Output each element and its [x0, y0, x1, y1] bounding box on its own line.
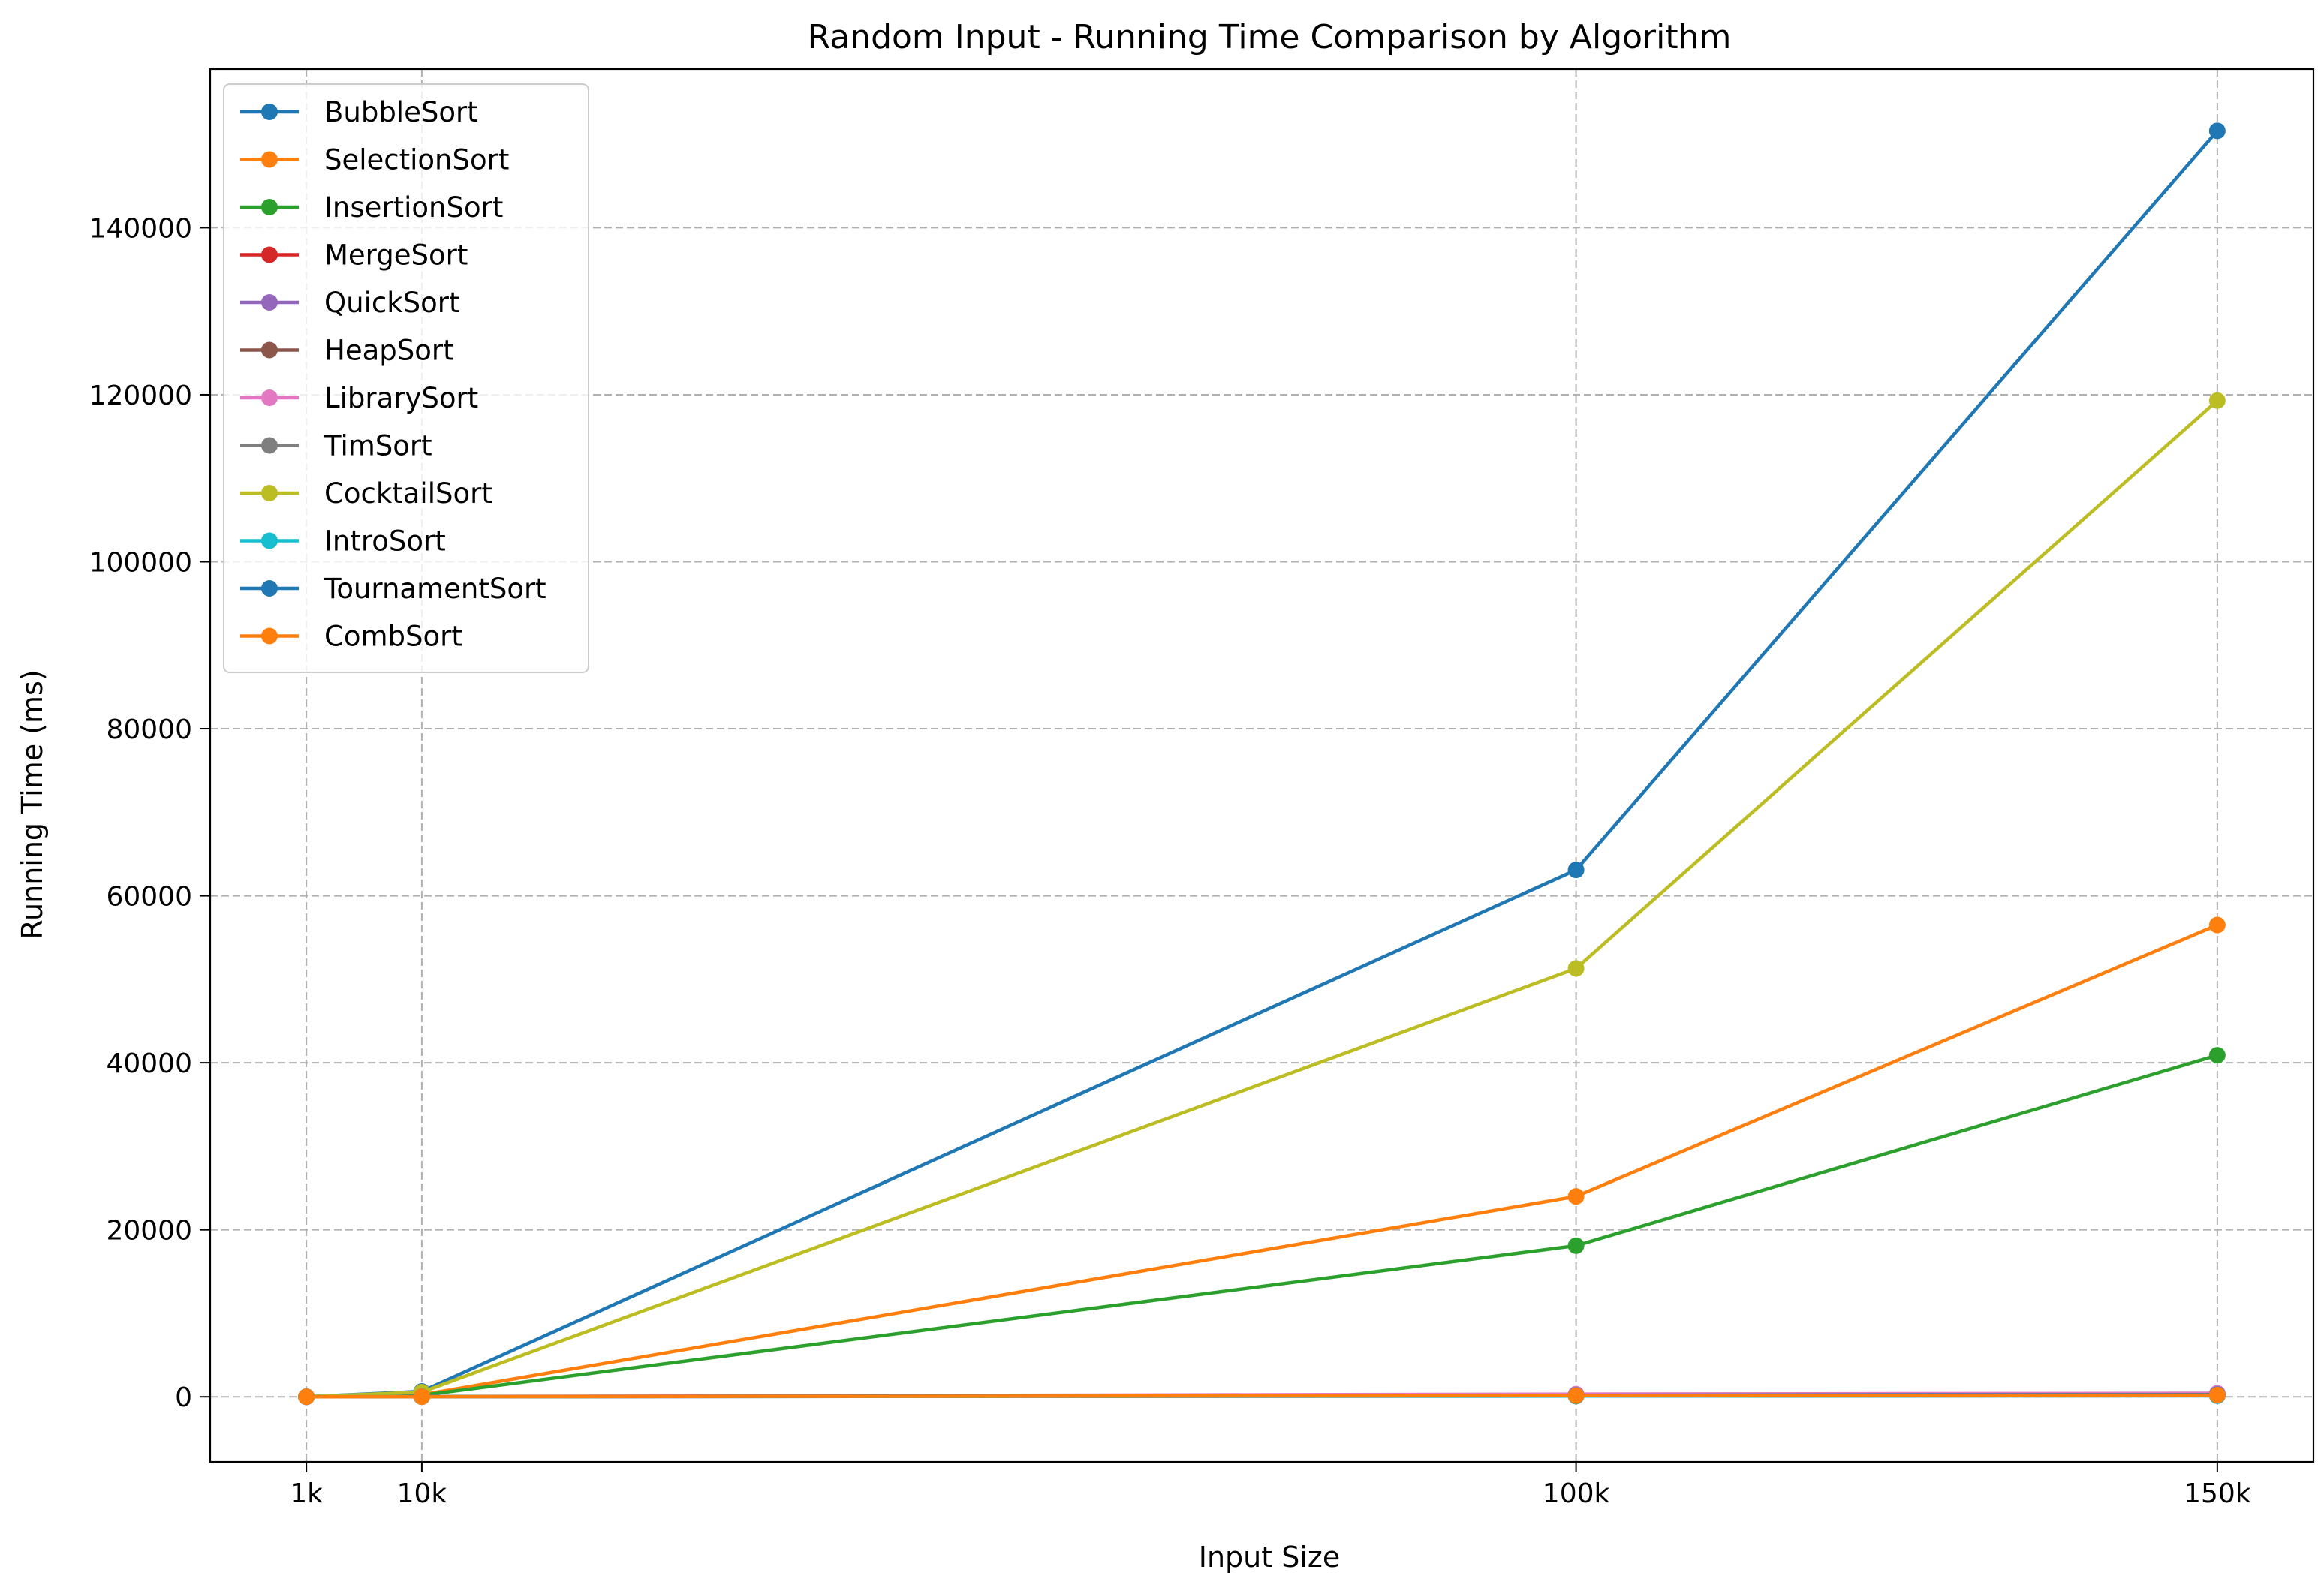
chart-title: Random Input - Running Time Comparison b…	[808, 18, 1732, 56]
legend-marker	[261, 580, 278, 597]
plot-frame	[209, 68, 2315, 1463]
legend-label: CombSort	[324, 621, 462, 653]
legend-marker	[261, 341, 278, 359]
legend: BubbleSort SelectionSort InsertionSort Merg…	[223, 83, 589, 673]
legend-item: TournamentSort	[240, 573, 546, 605]
legend-item: LibrarySort	[240, 382, 478, 414]
x-axis-label: Input Size	[1199, 1541, 1340, 1574]
legend-item: MergeSort	[240, 239, 468, 272]
y-tick-label: 80000	[106, 714, 192, 745]
legend-item: BubbleSort	[240, 96, 478, 128]
series-layer	[298, 122, 2226, 1406]
legend-item: IntroSort	[240, 525, 446, 558]
legend-label: SelectionSort	[324, 144, 509, 176]
data-point	[1567, 1237, 1585, 1254]
x-tick-label: 100k	[1543, 1478, 1610, 1509]
legend-label: TimSort	[324, 430, 432, 462]
legend-label: MergeSort	[324, 239, 468, 272]
data-point	[2208, 1386, 2226, 1403]
legend-marker	[261, 246, 278, 263]
y-tick-label: 60000	[106, 882, 192, 913]
legend-label: InsertionSort	[324, 191, 503, 224]
legend-label: QuickSort	[324, 287, 459, 319]
legend-marker	[261, 151, 278, 168]
series-line	[306, 399, 2219, 1399]
y-tick-label: 0	[175, 1382, 192, 1413]
legend-marker	[261, 104, 278, 120]
legend-item: HeapSort	[240, 335, 454, 367]
x-tick-label: 1k	[290, 1478, 323, 1509]
data-point	[2208, 392, 2226, 409]
legend-marker	[261, 437, 278, 454]
legend-marker	[261, 485, 278, 501]
data-point	[1567, 960, 1585, 977]
legend-label: HeapSort	[324, 335, 454, 367]
y-tick-label: 20000	[106, 1216, 192, 1247]
y-tick-label: 100000	[89, 547, 192, 578]
data-point	[1567, 862, 1585, 879]
legend-label: BubbleSort	[324, 96, 478, 128]
data-point	[1567, 1387, 1585, 1404]
data-point	[1567, 1188, 1585, 1205]
x-axis-ticks: 1k 10k 100k 150k	[290, 1462, 2251, 1509]
legend-item: InsertionSort	[240, 191, 503, 224]
series-CombSort	[298, 1386, 2226, 1406]
x-tick-label: 150k	[2184, 1478, 2251, 1509]
legend-label: IntroSort	[324, 525, 446, 558]
legend-marker	[261, 199, 278, 215]
y-tick-label: 120000	[89, 380, 192, 411]
y-tick-label: 40000	[106, 1048, 192, 1079]
legend-marker	[261, 627, 278, 645]
legend-label: CocktailSort	[324, 477, 492, 510]
data-point	[2208, 1047, 2226, 1064]
legend-item: CombSort	[240, 621, 462, 653]
legend-item: QuickSort	[240, 287, 459, 319]
series-line	[306, 1393, 2217, 1399]
data-point	[2208, 916, 2226, 934]
legend-item: TimSort	[240, 430, 432, 462]
y-axis-ticks: 0 20000 40000 60000 80000 100000 120000 140000	[89, 213, 210, 1413]
x-tick-label: 10k	[397, 1478, 447, 1509]
y-tick-label: 140000	[89, 213, 192, 244]
legend-item: CocktailSort	[240, 477, 492, 510]
data-point	[298, 1388, 315, 1406]
data-point	[2208, 122, 2226, 140]
data-point	[413, 1388, 430, 1406]
legend-marker	[261, 532, 278, 549]
legend-label: TournamentSort	[324, 573, 546, 605]
legend-marker	[261, 294, 278, 311]
legend-box	[223, 83, 589, 673]
legend-item: SelectionSort	[240, 144, 509, 176]
legend-label: LibrarySort	[324, 382, 478, 414]
legend-marker	[261, 389, 278, 406]
y-axis-label: Running Time (ms)	[16, 669, 49, 939]
